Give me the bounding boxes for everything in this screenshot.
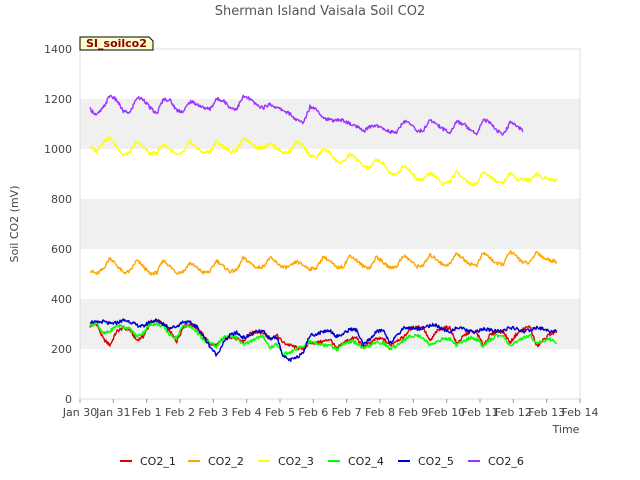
series-line-co2-3 xyxy=(89,136,558,187)
grid-bands xyxy=(80,99,580,349)
y-tick-label: 1000 xyxy=(44,143,72,156)
y-tick-label: 1200 xyxy=(44,93,72,106)
x-tick-label: Jan 31 xyxy=(95,406,130,419)
x-tick-label: Feb 2 xyxy=(165,406,195,419)
y-tick-label: 400 xyxy=(51,293,72,306)
x-tick-label: Feb 5 xyxy=(265,406,295,419)
y-axis-label: Soil CO2 (mV) xyxy=(8,186,21,263)
legend-label: CO2_2 xyxy=(208,455,244,468)
x-tick-label: Feb 10 xyxy=(428,406,465,419)
series-line-co2-1 xyxy=(89,319,558,351)
x-tick-label: Feb 12 xyxy=(495,406,532,419)
x-tick-label: Feb 9 xyxy=(398,406,428,419)
site-badge-box xyxy=(79,36,154,51)
x-tick-label: Feb 8 xyxy=(365,406,395,419)
chart-title: Sherman Island Vaisala Soil CO2 xyxy=(215,4,425,19)
legend-label: CO2_5 xyxy=(418,455,454,468)
series-line-co2-2 xyxy=(89,249,558,276)
x-tick-label: Feb 11 xyxy=(462,406,499,419)
grid-band xyxy=(80,199,580,249)
x-axis-label: Time xyxy=(552,423,580,436)
legend-label: CO2_6 xyxy=(488,455,524,468)
y-axis-ticks: 0 200 400 600 800 1000 1200 1400 xyxy=(44,43,72,406)
y-tick-label: 600 xyxy=(51,243,72,256)
x-tick-label: Feb 1 xyxy=(132,406,162,419)
legend-label: CO2_3 xyxy=(278,455,314,468)
legend-label: CO2_4 xyxy=(348,455,384,468)
grid-band xyxy=(80,99,580,149)
y-tick-label: 200 xyxy=(51,343,72,356)
legend: CO2_1 CO2_2 CO2_3 CO2_4 CO2_5 CO2_6 xyxy=(120,455,524,468)
x-tick-label: Feb 14 xyxy=(562,406,599,419)
series-lines xyxy=(89,94,558,363)
site-badge-label: SI_soilco2 xyxy=(86,37,147,50)
y-tick-label: 0 xyxy=(65,393,72,406)
series-line-co2-4 xyxy=(89,321,558,357)
x-tick-label: Jan 30 xyxy=(62,406,97,419)
x-tick-label: Feb 13 xyxy=(528,406,565,419)
y-tick-label: 800 xyxy=(51,193,72,206)
x-tick-label: Feb 3 xyxy=(198,406,228,419)
series-line-co2-5 xyxy=(89,318,558,363)
x-tick-label: Feb 6 xyxy=(298,406,328,419)
legend-label: CO2_1 xyxy=(140,455,176,468)
x-tick-label: Feb 7 xyxy=(332,406,362,419)
site-badge: SI_soilco2 xyxy=(79,36,154,51)
series-line-co2-6 xyxy=(89,94,524,136)
x-tick-label: Feb 4 xyxy=(232,406,262,419)
plot-area-frame xyxy=(79,48,581,400)
y-tick-label: 1400 xyxy=(44,43,72,56)
